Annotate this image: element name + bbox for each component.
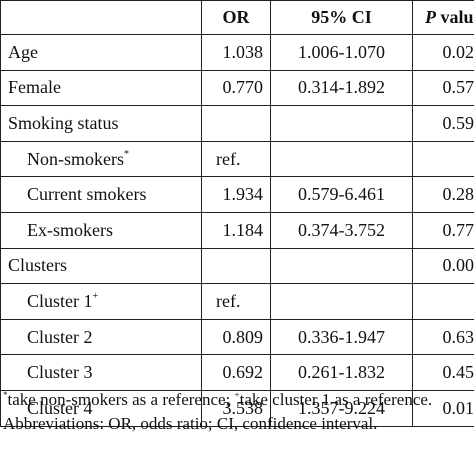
odds-ratio-cell: 1.038 (201, 34, 271, 71)
header-or: OR (201, 0, 271, 35)
footnote-abbreviations: Abbreviations: OR, odds ratio; CI, confi… (3, 414, 378, 433)
p-value-cell: 0.636 (412, 318, 474, 356)
p-value-cell: 0.774 (412, 211, 474, 249)
row-label-text: Cluster 1 (27, 290, 93, 311)
odds-ratio-cell: ref. (201, 283, 271, 320)
confidence-interval-cell (270, 105, 413, 142)
row-label-text: Cluster 3 (27, 362, 93, 383)
footnotes: *take non-smokers as a reference; +take … (3, 388, 473, 436)
confidence-interval-cell: 0.579-6.461 (270, 176, 413, 213)
odds-ratio-cell (201, 247, 271, 285)
p-value-cell: 0.010 (412, 389, 474, 427)
row-label-text: Female (8, 77, 61, 98)
row-label-text: Cluster 4 (27, 397, 93, 418)
row-label: Clusters (0, 247, 202, 285)
row-label-text: Clusters (8, 255, 68, 276)
header-row: OR 95% CI P value (0, 0, 474, 35)
row-label-text: Ex-smokers (27, 219, 113, 240)
confidence-interval-cell: 0.314-1.892 (270, 69, 413, 107)
row-label-text: Age (8, 41, 38, 62)
row-label-text: Non-smokers (27, 148, 124, 169)
row-label: Non-smokers* (0, 140, 202, 178)
header-p-italic: P (425, 7, 436, 27)
p-value-cell (412, 283, 474, 320)
footnote-2-marker: + (234, 390, 240, 400)
footnote-2-text: take cluster 1 as a reference. (239, 390, 433, 409)
p-value-cell: 0.570 (412, 69, 474, 107)
odds-ratio-cell (201, 105, 271, 142)
odds-ratio-cell: 1.184 (201, 211, 271, 249)
row-label: Smoking status (0, 105, 202, 142)
p-value-cell (412, 140, 474, 178)
p-value-cell: 0.020 (412, 34, 474, 71)
confidence-interval-cell (270, 283, 413, 320)
confidence-interval-cell: 0.336-1.947 (270, 318, 413, 356)
odds-ratio-cell: 0.770 (201, 69, 271, 107)
row-label: Female (0, 69, 202, 107)
confidence-interval-cell (270, 140, 413, 178)
footnote-1-marker: * (3, 390, 8, 400)
odds-ratio-cell: 0.809 (201, 318, 271, 356)
footnote-line-1: *take non-smokers as a reference; +take … (3, 388, 473, 412)
odds-ratio-cell: 1.934 (201, 176, 271, 213)
confidence-interval-cell: 1.006-1.070 (270, 34, 413, 71)
row-label: Age (0, 34, 202, 71)
odds-ratio-cell: 0.692 (201, 354, 271, 391)
row-label: Cluster 2 (0, 318, 202, 356)
p-value-cell: 0.458 (412, 354, 474, 391)
p-value-cell: 0.284 (412, 176, 474, 213)
confidence-interval-cell: 0.374-3.752 (270, 211, 413, 249)
row-label: Ex-smokers (0, 211, 202, 249)
footnote-marker: + (92, 290, 99, 302)
row-label: Cluster 4 (0, 389, 202, 427)
table-row: Smoking status 0.594 (0, 105, 474, 142)
row-label: Cluster 3 (0, 354, 202, 391)
footnote-1-text: take non-smokers as a reference; (7, 390, 235, 409)
p-value-cell: 0.594 (412, 105, 474, 142)
header-label (0, 0, 202, 35)
p-value-cell: 0.003 (412, 247, 474, 285)
row-label-text: Current smokers (27, 184, 147, 205)
row-label: Current smokers (0, 176, 202, 213)
header-p-value: P value (412, 0, 474, 35)
header-p-text: value (440, 7, 474, 27)
row-label: Cluster 1+ (0, 283, 202, 320)
table-row: Clusters 0.003 (0, 247, 474, 285)
table-row: Non-smokers* ref. (0, 140, 474, 178)
table-row: Cluster 1+ ref. (0, 283, 474, 320)
confidence-interval-cell: 0.261-1.832 (270, 354, 413, 391)
row-label-text: Smoking status (8, 112, 119, 133)
odds-ratio-cell: ref. (201, 140, 271, 178)
row-label-text: Cluster 2 (27, 326, 93, 347)
header-ci: 95% CI (270, 0, 413, 35)
footnote-marker: * (124, 148, 129, 160)
odds-ratio-cell: 3.538 (201, 389, 271, 427)
confidence-interval-cell (270, 247, 413, 285)
results-table: OR 95% CI P value Age1.0381.006-1.0700.0… (0, 0, 474, 427)
